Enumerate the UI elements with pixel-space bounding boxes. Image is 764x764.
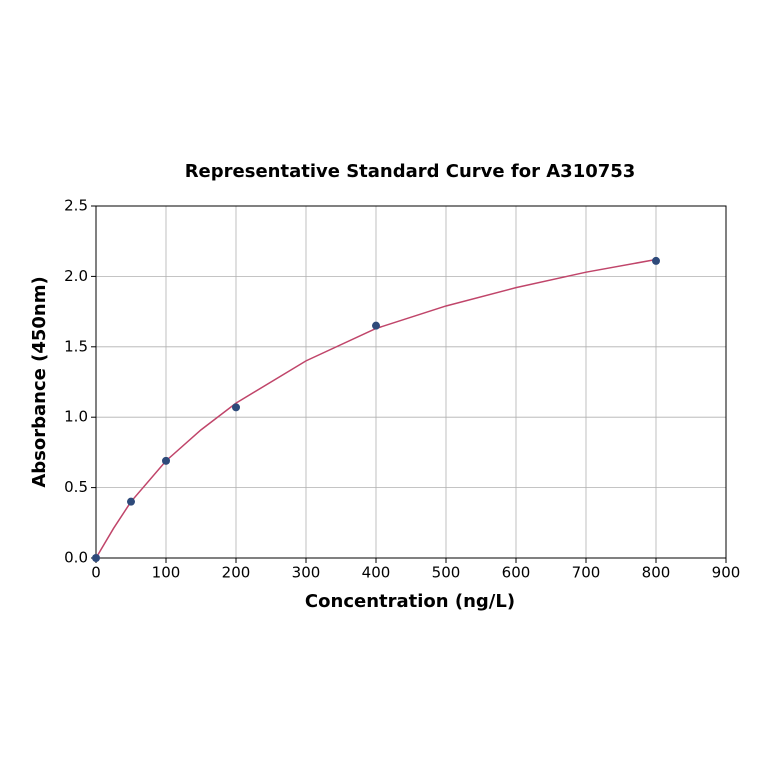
x-tick-label: 600 — [502, 564, 531, 582]
y-tick-label: 0.0 — [64, 549, 88, 567]
y-tick-label: 1.0 — [64, 408, 88, 426]
x-tick-label: 900 — [712, 564, 741, 582]
x-tick-label: 400 — [362, 564, 391, 582]
data-point — [92, 554, 100, 562]
x-tick-label: 100 — [152, 564, 181, 582]
data-point — [652, 256, 660, 265]
x-tick-label: 500 — [432, 564, 461, 582]
data-point — [162, 456, 170, 465]
x-axis-label: Concentration (ng/L) — [305, 591, 515, 612]
x-tick-label: 800 — [642, 564, 671, 582]
x-tick-label: 200 — [222, 564, 251, 582]
y-tick-label: 1.5 — [64, 337, 88, 355]
x-tick-label: 300 — [292, 564, 321, 582]
x-tick-label: 700 — [572, 564, 601, 582]
y-tick-label: 2.5 — [64, 197, 88, 215]
chart-title: Representative Standard Curve for A31075… — [185, 161, 636, 182]
y-tick-label: 0.5 — [64, 478, 88, 496]
data-point — [127, 497, 135, 506]
data-point — [232, 403, 240, 412]
x-tick-label: 0 — [91, 564, 101, 582]
plot-frame — [95, 205, 727, 559]
fit-curve — [95, 258, 657, 559]
y-tick-label: 2.0 — [64, 267, 88, 285]
y-axis-label: Absorbance (450nm) — [29, 276, 50, 487]
data-point — [372, 321, 380, 330]
